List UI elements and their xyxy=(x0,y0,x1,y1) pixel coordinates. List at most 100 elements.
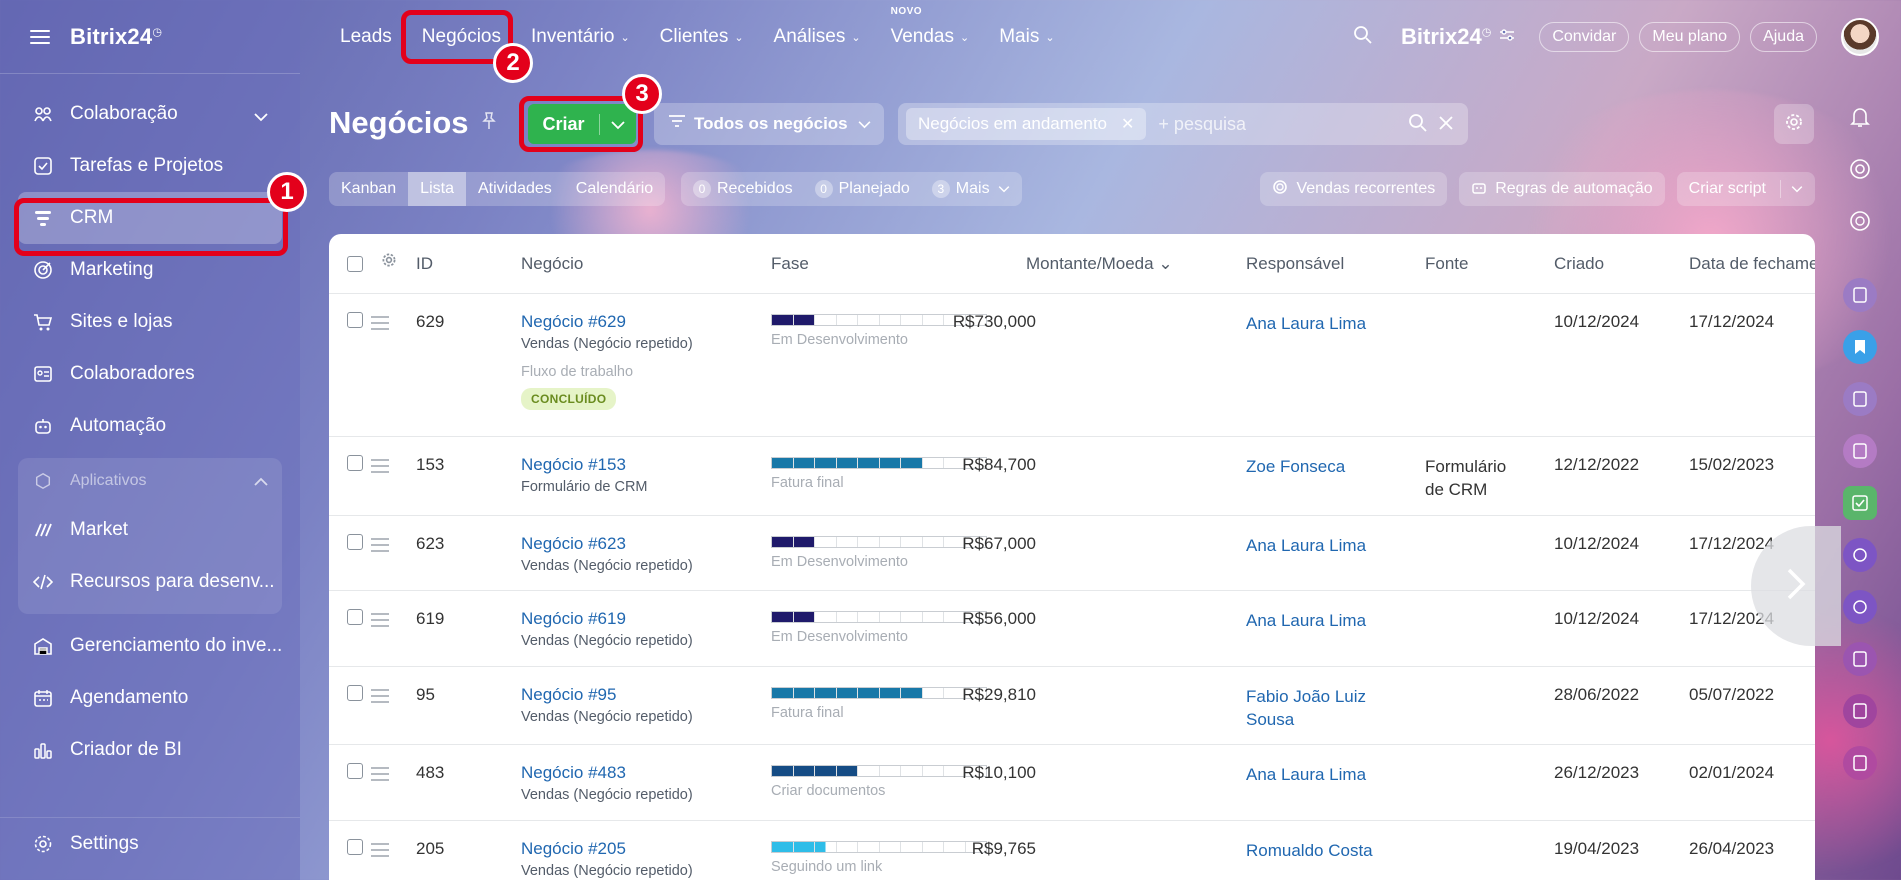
view-atividades[interactable]: Atividades xyxy=(477,180,552,197)
deal-link[interactable]: Negócio #629 xyxy=(521,312,626,331)
drag-handle-icon[interactable] xyxy=(371,689,389,707)
counter-mais[interactable]: 3 Mais xyxy=(931,180,1010,198)
drag-handle-icon[interactable] xyxy=(371,538,389,556)
chevron-down-icon[interactable] xyxy=(1780,180,1803,198)
invite-button[interactable]: Convidar xyxy=(1539,22,1630,52)
row-checkbox[interactable] xyxy=(347,839,363,855)
sidebar-item-automacao[interactable]: Automação xyxy=(0,400,300,452)
help-button[interactable]: Ajuda xyxy=(1750,22,1817,52)
clear-icon[interactable] xyxy=(1438,115,1454,136)
stage-bar[interactable] xyxy=(771,687,987,699)
cell-stage[interactable]: Seguindo um link xyxy=(771,841,987,875)
col-source[interactable]: Fonte xyxy=(1425,254,1469,273)
deal-link[interactable]: Negócio #619 xyxy=(521,609,626,628)
chat-icon[interactable] xyxy=(1843,538,1877,572)
stage-bar[interactable] xyxy=(771,841,987,853)
contact-icon[interactable] xyxy=(1843,694,1877,728)
chat-icon[interactable] xyxy=(1843,590,1877,624)
tab-mais[interactable]: Mais ⌄ xyxy=(999,26,1054,48)
col-id[interactable]: ID xyxy=(416,254,433,273)
counter-planejado[interactable]: 0 Planejado xyxy=(814,180,910,198)
sidebar-item-dev-resources[interactable]: Recursos para desenv... xyxy=(18,556,282,608)
bookmark-icon[interactable] xyxy=(1843,330,1877,364)
sidebar-item-crm[interactable]: CRM xyxy=(18,192,282,244)
tab-negocios[interactable]: Negócios xyxy=(422,26,501,48)
pin-icon[interactable] xyxy=(481,111,497,135)
drag-handle-icon[interactable] xyxy=(371,316,389,334)
table-row[interactable]: 95 Negócio #95 Vendas (Negócio repetido)… xyxy=(329,667,1815,745)
brand-logo[interactable]: Bitrix24◷ xyxy=(70,23,163,49)
sidebar-item-sites[interactable]: Sites e lojas xyxy=(0,296,300,348)
sidebar-item-inventory[interactable]: Gerenciamento do inve... xyxy=(0,620,300,672)
col-stage[interactable]: Fase xyxy=(771,254,809,273)
stage-bar[interactable] xyxy=(771,536,987,548)
sidebar-item-marketing[interactable]: Marketing xyxy=(0,244,300,296)
cell-stage[interactable]: Em Desenvolvimento xyxy=(771,611,987,645)
scroll-right-button[interactable] xyxy=(1751,526,1841,646)
deal-link[interactable]: Negócio #153 xyxy=(521,455,626,474)
row-checkbox[interactable] xyxy=(347,455,363,471)
responsible-link[interactable]: Ana Laura Lima xyxy=(1246,765,1367,784)
cell-stage[interactable]: Em Desenvolvimento xyxy=(771,314,987,348)
col-deal[interactable]: Negócio xyxy=(521,254,584,273)
filter-select[interactable]: Todos os negócios xyxy=(654,103,884,145)
create-script-button[interactable]: Criar script xyxy=(1676,172,1815,206)
counter-recebidos[interactable]: 0 Recebidos xyxy=(693,180,793,198)
chevron-up-icon[interactable] xyxy=(254,474,268,492)
contact-icon[interactable] xyxy=(1843,434,1877,468)
col-closed[interactable]: Data de fechame xyxy=(1689,254,1815,273)
tab-inventario[interactable]: Inventário ⌄ xyxy=(531,26,630,48)
deal-link[interactable]: Negócio #483 xyxy=(521,763,626,782)
cell-stage[interactable]: Fatura final xyxy=(771,457,987,491)
cell-stage[interactable]: Em Desenvolvimento xyxy=(771,536,987,570)
drag-handle-icon[interactable] xyxy=(371,843,389,861)
deal-link[interactable]: Negócio #205 xyxy=(521,839,626,858)
sidebar-item-colaboracao[interactable]: Colaboração xyxy=(0,88,300,140)
row-checkbox[interactable] xyxy=(347,763,363,779)
tab-leads[interactable]: Leads xyxy=(340,26,392,48)
contact-icon[interactable] xyxy=(1843,746,1877,780)
view-lista[interactable]: Lista xyxy=(408,172,466,206)
chevron-down-icon[interactable] xyxy=(600,114,636,135)
table-row[interactable]: 619 Negócio #619 Vendas (Negócio repetid… xyxy=(329,591,1815,667)
sync-icon[interactable] xyxy=(1843,204,1877,238)
search-icon[interactable] xyxy=(1353,25,1373,50)
sidebar-item-colaboradores[interactable]: Colaboradores xyxy=(0,348,300,400)
my-plan-button[interactable]: Meu plano xyxy=(1639,22,1741,52)
chevron-down-icon[interactable] xyxy=(254,106,268,128)
bell-icon[interactable] xyxy=(1843,100,1877,134)
tab-clientes[interactable]: Clientes ⌄ xyxy=(660,26,744,48)
settings-button[interactable] xyxy=(1774,104,1814,144)
gear-icon[interactable] xyxy=(381,252,397,273)
sidebar-item-market[interactable]: Market xyxy=(18,504,282,556)
col-responsible[interactable]: Responsável xyxy=(1246,254,1345,273)
drag-handle-icon[interactable] xyxy=(371,767,389,785)
sidebar-item-tarefas[interactable]: Tarefas e Projetos xyxy=(0,140,300,192)
responsible-link[interactable]: Ana Laura Lima xyxy=(1246,536,1367,555)
contact-icon[interactable] xyxy=(1843,642,1877,676)
contact-icon[interactable] xyxy=(1843,382,1877,416)
responsible-link[interactable]: Ana Laura Lima xyxy=(1246,314,1367,333)
checklist-icon[interactable] xyxy=(1843,486,1877,520)
table-row[interactable]: 153 Negócio #153 Formulário de CRM Fatur… xyxy=(329,437,1815,516)
search-input[interactable] xyxy=(1158,113,1399,135)
responsible-link[interactable]: Fabio João Luiz Sousa xyxy=(1246,687,1367,729)
brand-logo-top[interactable]: Bitrix24◷ xyxy=(1401,24,1492,49)
col-created[interactable]: Criado xyxy=(1554,254,1605,273)
search-icon[interactable] xyxy=(1408,113,1428,138)
row-checkbox[interactable] xyxy=(347,534,363,550)
stage-bar[interactable] xyxy=(771,457,987,469)
stage-bar[interactable] xyxy=(771,765,987,777)
avatar[interactable] xyxy=(1841,18,1879,56)
automation-rules-button[interactable]: Regras de automação xyxy=(1459,172,1665,206)
tab-vendas[interactable]: NOVO Vendas ⌄ xyxy=(891,6,970,48)
responsible-link[interactable]: Ana Laura Lima xyxy=(1246,611,1367,630)
close-icon[interactable]: ✕ xyxy=(1121,116,1135,133)
target-icon[interactable] xyxy=(1843,152,1877,186)
view-kanban[interactable]: Kanban xyxy=(341,180,397,197)
table-row[interactable]: 629 Negócio #629 Vendas (Negócio repetid… xyxy=(329,294,1815,437)
cell-stage[interactable]: Criar documentos xyxy=(771,765,987,799)
responsible-link[interactable]: Zoe Fonseca xyxy=(1246,457,1346,476)
drag-handle-icon[interactable] xyxy=(371,459,389,477)
responsible-link[interactable]: Romualdo Costa xyxy=(1246,841,1373,860)
